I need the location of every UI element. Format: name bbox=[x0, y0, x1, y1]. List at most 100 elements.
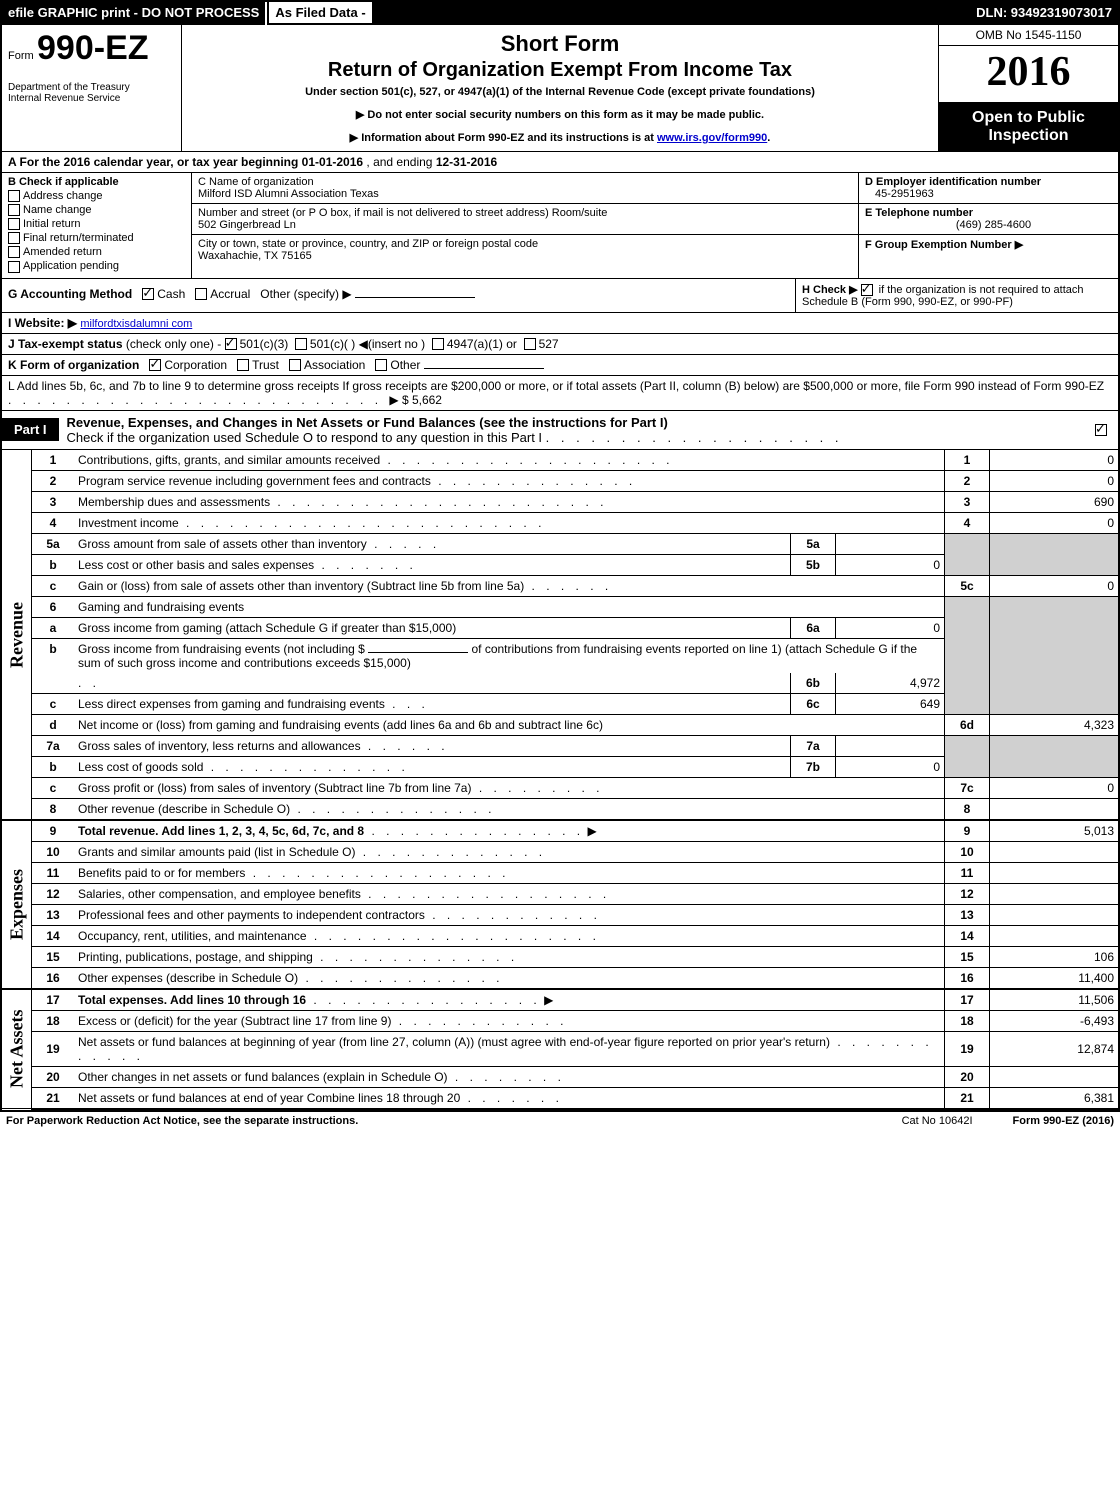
footer-mid: Cat No 10642I bbox=[862, 1115, 1013, 1127]
box-val: 4,972 bbox=[836, 673, 945, 694]
accrual-checkbox bbox=[195, 288, 207, 300]
table-row: 6 Gaming and fundraising events bbox=[2, 596, 1118, 617]
line-text: Other changes in net assets or fund bala… bbox=[74, 1066, 945, 1087]
501c3-checkbox bbox=[225, 338, 237, 350]
line-text: Gain or (loss) from sale of assets other… bbox=[74, 575, 945, 596]
footer-right: Form 990-EZ (2016) bbox=[1013, 1115, 1115, 1127]
line-rnum: 7c bbox=[945, 777, 990, 798]
check-name-change: Name change bbox=[8, 204, 185, 216]
box-val bbox=[836, 533, 945, 554]
form-number: 990-EZ bbox=[37, 29, 149, 67]
line-num: b bbox=[32, 756, 75, 777]
other-org-line bbox=[424, 368, 544, 369]
line-text: Net assets or fund balances at beginning… bbox=[74, 1031, 945, 1066]
c-name-block: C Name of organization Milford ISD Alumn… bbox=[192, 173, 858, 204]
line-num: b bbox=[32, 638, 75, 693]
efile-notice: efile GRAPHIC print - DO NOT PROCESS bbox=[2, 2, 267, 25]
line-rval bbox=[990, 904, 1119, 925]
box-val bbox=[836, 735, 945, 756]
table-row: Expenses 9 Total revenue. Add lines 1, 2… bbox=[2, 820, 1118, 842]
line-text: Other revenue (describe in Schedule O) .… bbox=[74, 798, 945, 820]
spacer bbox=[374, 2, 970, 25]
line-text: Investment income . . . . . . . . . . . … bbox=[74, 512, 945, 533]
lines-table: Revenue 1 Contributions, gifts, grants, … bbox=[2, 450, 1118, 1110]
box-label: 7a bbox=[791, 735, 836, 756]
line-text: Salaries, other compensation, and employ… bbox=[74, 883, 945, 904]
column-d: D Employer identification number 45-2951… bbox=[858, 173, 1118, 278]
line-text: Contributions, gifts, grants, and simila… bbox=[74, 450, 945, 471]
line-rval: 0 bbox=[990, 777, 1119, 798]
line-rnum: 12 bbox=[945, 883, 990, 904]
line-num: c bbox=[32, 693, 75, 714]
line-num: 2 bbox=[32, 470, 75, 491]
table-row: 10 Grants and similar amounts paid (list… bbox=[2, 841, 1118, 862]
h-label: H Check ▶ bbox=[802, 284, 858, 296]
schedule-o-checkbox bbox=[1095, 424, 1107, 436]
line-rval: 12,874 bbox=[990, 1031, 1119, 1066]
year-end: 12-31-2016 bbox=[436, 155, 497, 169]
line-rval: 0 bbox=[990, 575, 1119, 596]
box-val: 0 bbox=[836, 554, 945, 575]
info-notice: ▶ Information about Form 990-EZ and its … bbox=[188, 131, 932, 144]
line-rval bbox=[990, 841, 1119, 862]
4947-checkbox bbox=[432, 338, 444, 350]
line-text: Benefits paid to or for members . . . . … bbox=[74, 862, 945, 883]
as-filed-label: As Filed Data - bbox=[267, 2, 373, 25]
row-a-mid: , and ending bbox=[366, 155, 435, 169]
line-text: Membership dues and assessments . . . . … bbox=[74, 491, 945, 512]
line-rval bbox=[990, 925, 1119, 946]
irs-link[interactable]: www.irs.gov/form990 bbox=[657, 132, 767, 144]
year-begin: 01-01-2016 bbox=[302, 155, 363, 169]
line-rnum: 14 bbox=[945, 925, 990, 946]
table-row: 21 Net assets or fund balances at end of… bbox=[2, 1087, 1118, 1109]
table-row: 3 Membership dues and assessments . . . … bbox=[2, 491, 1118, 512]
line-rnum: 1 bbox=[945, 450, 990, 471]
line-rnum: 17 bbox=[945, 989, 990, 1011]
footer-left: For Paperwork Reduction Act Notice, see … bbox=[6, 1115, 862, 1127]
table-row: Net Assets 17 Total expenses. Add lines … bbox=[2, 989, 1118, 1011]
info-notice-text: ▶ Information about Form 990-EZ and its … bbox=[350, 132, 657, 144]
dln-number: DLN: 93492319073017 bbox=[970, 2, 1118, 25]
line-num: 11 bbox=[32, 862, 75, 883]
table-row: 5a Gross amount from sale of assets othe… bbox=[2, 533, 1118, 554]
box-val: 0 bbox=[836, 617, 945, 638]
row-g-h: G Accounting Method Cash Accrual Other (… bbox=[2, 279, 1118, 313]
501c-label: 501(c)( ) ◀(insert no ) bbox=[310, 337, 425, 351]
line-rnum: 4 bbox=[945, 512, 990, 533]
table-row: c Gain or (loss) from sale of assets oth… bbox=[2, 575, 1118, 596]
other-specify-line bbox=[355, 297, 475, 298]
check-initial-return: Initial return bbox=[8, 218, 185, 230]
org-name: Milford ISD Alumni Association Texas bbox=[198, 188, 852, 200]
expenses-vlabel: Expenses bbox=[2, 820, 32, 989]
line-text: Professional fees and other payments to … bbox=[74, 904, 945, 925]
table-row: Revenue 1 Contributions, gifts, grants, … bbox=[2, 450, 1118, 471]
line-text: Gross income from fundraising events (no… bbox=[74, 638, 945, 673]
cash-checkbox bbox=[142, 288, 154, 300]
4947-label: 4947(a)(1) or bbox=[447, 337, 517, 351]
line-num: 6 bbox=[32, 596, 75, 617]
row-j-tax-status: J Tax-exempt status (check only one) - 5… bbox=[2, 334, 1118, 355]
table-row: 14 Occupancy, rent, utilities, and maint… bbox=[2, 925, 1118, 946]
line-text: Occupancy, rent, utilities, and maintena… bbox=[74, 925, 945, 946]
line-num: c bbox=[32, 575, 75, 596]
top-bar: efile GRAPHIC print - DO NOT PROCESS As … bbox=[2, 2, 1118, 25]
line-rnum: 19 bbox=[945, 1031, 990, 1066]
table-row: 19 Net assets or fund balances at beginn… bbox=[2, 1031, 1118, 1066]
table-row: 15 Printing, publications, postage, and … bbox=[2, 946, 1118, 967]
trust-checkbox bbox=[237, 359, 249, 371]
dots: . . . . . . . . . . . . . . . . . . . . … bbox=[8, 393, 389, 407]
column-c: C Name of organization Milford ISD Alumn… bbox=[192, 173, 858, 278]
website-link[interactable]: milfordtxisdalumni com bbox=[80, 318, 192, 330]
e-phone-block: E Telephone number (469) 285-4600 bbox=[859, 204, 1118, 235]
line-num: d bbox=[32, 714, 75, 735]
line-rval: 4,323 bbox=[990, 714, 1119, 735]
short-form-title: Short Form bbox=[188, 31, 932, 57]
box-val: 0 bbox=[836, 756, 945, 777]
h-checkbox bbox=[861, 284, 873, 296]
dept-irs: Internal Revenue Service bbox=[8, 93, 175, 104]
revenue-vlabel: Revenue bbox=[2, 450, 32, 820]
line-rnum: 21 bbox=[945, 1087, 990, 1109]
line-text: Printing, publications, postage, and shi… bbox=[74, 946, 945, 967]
line-rval: 0 bbox=[990, 470, 1119, 491]
part-i-check-text: Check if the organization used Schedule … bbox=[67, 430, 543, 445]
